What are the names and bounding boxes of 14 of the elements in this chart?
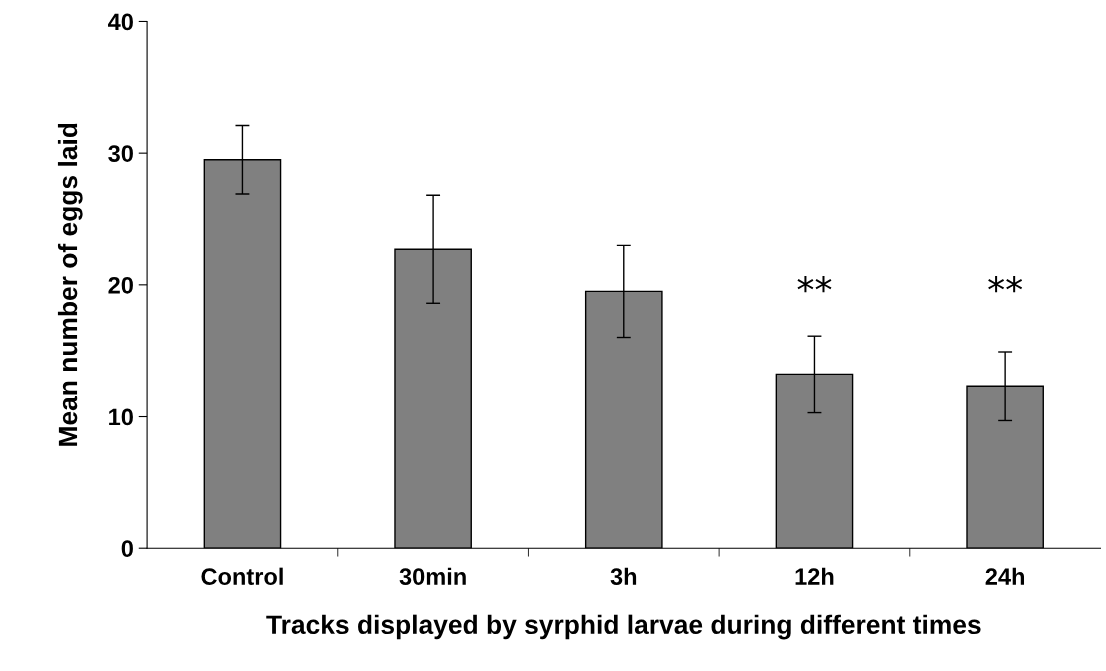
y-tick-label: 20 — [108, 276, 133, 294]
y-tick-label: 10 — [109, 408, 133, 426]
x-axis-title: Tracks displayed by syrphid larvae during different times — [266, 614, 981, 640]
y-axis-title: Mean number of eggs laid — [57, 123, 83, 446]
annotation: ** — [988, 275, 1023, 293]
x-tick-label: 30min — [399, 567, 466, 586]
annotation: ** — [797, 275, 832, 293]
x-tick-label: 3h — [610, 567, 637, 586]
y-tick-label: 0 — [121, 540, 133, 557]
y-tick-label: 40 — [108, 13, 133, 31]
y-tick-label: 30 — [108, 145, 133, 162]
x-tick-label: Control — [201, 567, 283, 585]
x-tick-label: 12h — [795, 567, 834, 585]
x-tick-label: 24h — [985, 567, 1025, 585]
